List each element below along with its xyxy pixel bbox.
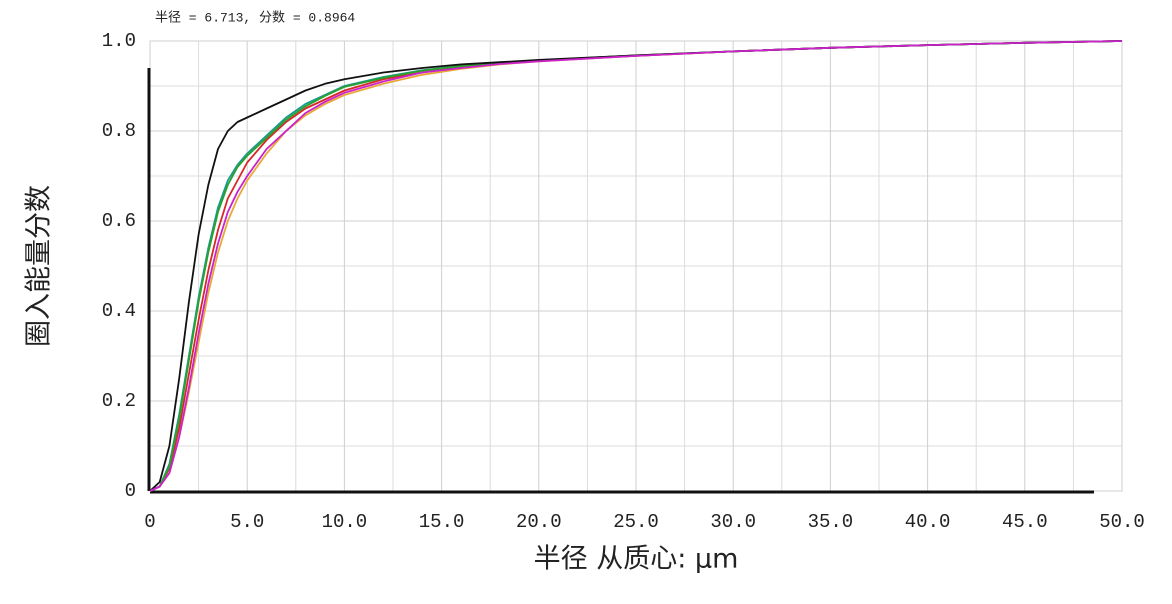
y-tick-label: 0.4 xyxy=(102,300,136,322)
y-tick-label: 1.0 xyxy=(102,30,136,52)
y-axis-label: 圈入能量分数 xyxy=(24,185,55,347)
x-tick-label: 35.0 xyxy=(808,511,854,533)
x-tick-label: 0 xyxy=(144,511,155,533)
chart-title: 半径 = 6.713, 分数 = 0.8964 xyxy=(155,10,355,25)
y-tick-label: 0.2 xyxy=(102,390,136,412)
x-tick-label: 50.0 xyxy=(1099,511,1145,533)
x-tick-label: 25.0 xyxy=(613,511,659,533)
x-tick-label: 20.0 xyxy=(516,511,562,533)
x-axis-label: 半径 从质心: µm xyxy=(534,544,739,575)
y-tick-label: 0 xyxy=(125,480,136,502)
x-tick-label: 30.0 xyxy=(710,511,756,533)
x-tick-label: 5.0 xyxy=(230,511,264,533)
x-tick-label: 45.0 xyxy=(1002,511,1048,533)
y-tick-label: 0.6 xyxy=(102,210,136,232)
x-tick-label: 40.0 xyxy=(905,511,951,533)
y-tick-label: 0.8 xyxy=(102,120,136,142)
series-line xyxy=(149,40,1123,492)
x-tick-label: 10.0 xyxy=(322,511,368,533)
x-tick-label: 15.0 xyxy=(419,511,465,533)
